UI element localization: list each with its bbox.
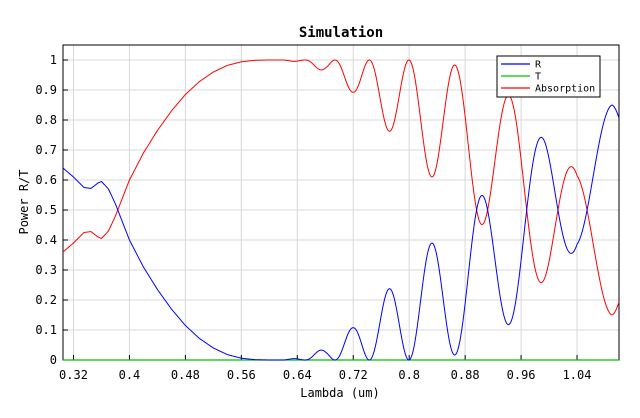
chart-title: Simulation	[299, 25, 383, 41]
x-axis-ticks: 0.32 0.4 0.48 0.56 0.64 0.72 0.8 0.88 0.96 1.04	[59, 355, 591, 382]
y-tick-label: 1	[50, 53, 57, 67]
x-axis-label: Lambda (um)	[300, 386, 379, 400]
series-absorption-line	[62, 59, 620, 316]
x-tick-label: 0.96	[507, 368, 536, 382]
legend-label-r: R	[535, 60, 542, 71]
y-tick-label: 0.4	[35, 233, 57, 247]
x-tick-label: 1.04	[563, 368, 592, 382]
y-tick-label: 0.8	[35, 113, 57, 127]
y-axis-label: Power R/T	[17, 169, 31, 234]
x-tick-label: 0.4	[119, 368, 141, 382]
y-tick-label: 0.9	[35, 83, 57, 97]
x-tick-label: 0.48	[171, 368, 200, 382]
x-tick-label: 0.88	[451, 368, 480, 382]
legend-label-t: T	[535, 72, 541, 83]
y-tick-label: 0	[50, 353, 57, 367]
y-tick-label: 0.2	[35, 293, 57, 307]
series-layer	[62, 59, 620, 361]
y-tick-label: 0.7	[35, 143, 57, 157]
legend-label-absorption: Absorption	[535, 84, 595, 95]
x-tick-label: 0.72	[339, 368, 368, 382]
y-axis-ticks: 0 0.1 0.2 0.3 0.4 0.5 0.6 0.7 0.8 0.9 1	[35, 53, 68, 367]
x-tick-label: 0.8	[398, 368, 420, 382]
x-tick-label: 0.56	[227, 368, 256, 382]
y-tick-label: 0.1	[35, 323, 57, 337]
y-tick-label: 0.3	[35, 263, 57, 277]
x-tick-label: 0.64	[283, 368, 312, 382]
x-tick-label: 0.32	[59, 368, 88, 382]
y-tick-label: 0.6	[35, 173, 57, 187]
series-R-line	[62, 104, 620, 361]
y-tick-label: 0.5	[35, 203, 57, 217]
